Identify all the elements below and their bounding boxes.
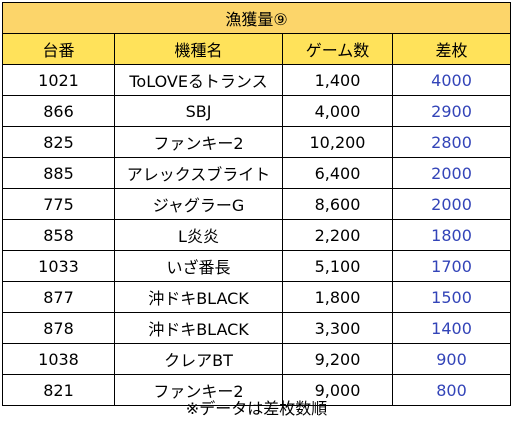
cell-machine-no: 866 <box>2 95 115 127</box>
cell-machine-no: 878 <box>2 312 115 344</box>
sort-note: ※データは差枚数順 <box>185 399 328 418</box>
table-row: 821 ファンキー2 9,000 800 <box>2 374 512 406</box>
cell-diff: 2800 <box>391 126 512 158</box>
cell-machine-no: 877 <box>2 281 115 313</box>
cell-games: 9,200 <box>282 343 393 375</box>
cell-machine-no: 1033 <box>2 250 115 282</box>
cell-games: 10,200 <box>282 126 393 158</box>
cell-diff: 1500 <box>391 281 512 313</box>
cell-machine-no: 1021 <box>2 64 115 96</box>
cell-machine-no: 885 <box>2 157 115 189</box>
cell-model: アレックスブライト <box>114 157 283 189</box>
table-row: 877 沖ドキBLACK 1,800 1500 <box>2 281 512 313</box>
cell-diff: 1700 <box>391 250 512 282</box>
table-row: 1033 いざ番長 5,100 1700 <box>2 250 512 282</box>
table-row: 878 沖ドキBLACK 3,300 1400 <box>2 312 512 344</box>
table-row: 866 SBJ 4,000 2900 <box>2 95 512 127</box>
cell-games: 5,100 <box>282 250 393 282</box>
cell-model: いざ番長 <box>114 250 283 282</box>
cell-games: 1,400 <box>282 64 393 96</box>
table-body: 1021 ToLOVEるトランス 1,400 4000 866 SBJ 4,000 2900 8… <box>2 64 512 406</box>
cell-model: L炎炎 <box>114 219 283 251</box>
cell-games: 2,200 <box>282 219 393 251</box>
cell-games: 8,600 <box>282 188 393 220</box>
table-row: 825 ファンキー2 10,200 2800 <box>2 126 512 158</box>
table-row: 858 L炎炎 2,200 1800 <box>2 219 512 251</box>
table-row: 775 ジャグラーG 8,600 2000 <box>2 188 512 220</box>
cell-model: ToLOVEるトランス <box>114 64 283 96</box>
header-row: 台番 機種名 ゲーム数 差枚 <box>2 33 512 65</box>
cell-diff: 2900 <box>391 95 512 127</box>
results-table: 漁獲量⑨ 台番 機種名 ゲーム数 差枚 1021 ToLOVEるトランス 1,400… <box>1 2 512 406</box>
table-row: 885 アレックスブライト 6,400 2000 <box>2 157 512 189</box>
cell-model: クレアBT <box>114 343 283 375</box>
cell-diff: 2000 <box>391 188 512 220</box>
header-games: ゲーム数 <box>282 33 393 65</box>
cell-machine-no: 1038 <box>2 343 115 375</box>
cell-model: ジャグラーG <box>114 188 283 220</box>
cell-diff: 1400 <box>391 312 512 344</box>
cell-games: 6,400 <box>282 157 393 189</box>
cell-diff: 1800 <box>391 219 512 251</box>
header-model: 機種名 <box>114 33 283 65</box>
table-row: 1038 クレアBT 9,200 900 <box>2 343 512 375</box>
cell-diff: 900 <box>391 343 512 375</box>
table-title: 漁獲量⑨ <box>1 2 512 34</box>
header-machine-no: 台番 <box>2 33 115 65</box>
title-row: 漁獲量⑨ <box>1 2 512 34</box>
header-diff: 差枚 <box>391 33 512 65</box>
cell-games: 1,800 <box>282 281 393 313</box>
table-row: 1021 ToLOVEるトランス 1,400 4000 <box>2 64 512 96</box>
cell-games: 4,000 <box>282 95 393 127</box>
cell-diff: 800 <box>391 374 512 406</box>
cell-diff: 2000 <box>391 157 512 189</box>
cell-model: 沖ドキBLACK <box>114 281 283 313</box>
cell-games: 3,300 <box>282 312 393 344</box>
cell-model: ファンキー2 <box>114 126 283 158</box>
cell-model: SBJ <box>114 95 283 127</box>
cell-machine-no: 821 <box>2 374 115 406</box>
cell-games: 9,000 <box>282 374 393 406</box>
cell-model: 沖ドキBLACK <box>114 312 283 344</box>
cell-machine-no: 775 <box>2 188 115 220</box>
cell-machine-no: 858 <box>2 219 115 251</box>
cell-machine-no: 825 <box>2 126 115 158</box>
cell-diff: 4000 <box>391 64 512 96</box>
